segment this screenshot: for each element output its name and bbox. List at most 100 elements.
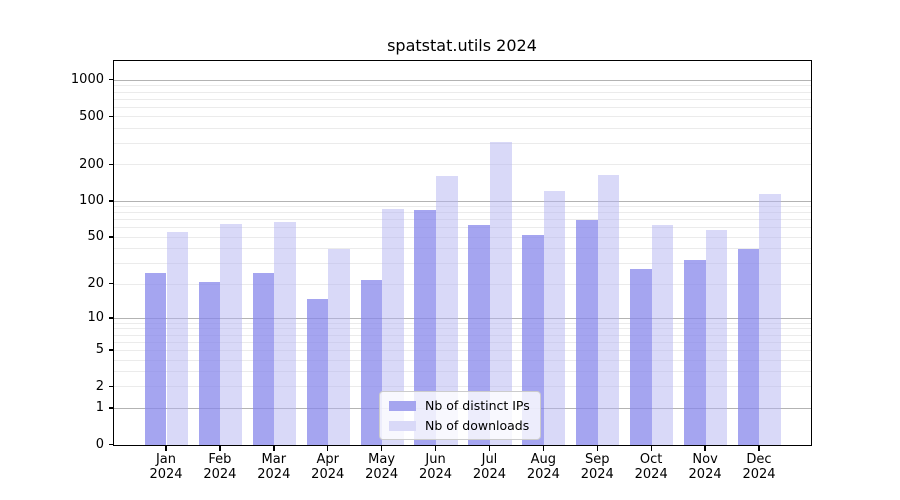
y-tick-mark: [108, 236, 113, 238]
x-tick-mark: [596, 446, 598, 451]
bar-ips-nov: [683, 260, 706, 445]
y-tick-label: 500: [79, 108, 104, 124]
major-gridline: [114, 79, 811, 81]
x-tick-year: 2024: [203, 467, 237, 482]
legend: Nb of distinct IPs Nb of downloads: [379, 391, 541, 440]
x-tick-label-jun: Jun 2024: [404, 452, 468, 482]
y-tick-label: 0: [95, 437, 104, 452]
x-tick-mark: [488, 446, 491, 451]
x-tick-month: Feb: [208, 452, 232, 467]
x-tick-mark: [542, 446, 545, 451]
y-tick-label: 50: [87, 229, 104, 245]
x-tick-label-aug: Aug 2024: [511, 452, 575, 482]
bar-ips-mar: [252, 273, 275, 445]
minor-gridline: [114, 328, 811, 330]
bar-downloads-oct: [651, 224, 674, 445]
x-tick-label-nov: Nov 2024: [673, 452, 737, 482]
x-tick-label-sep: Sep 2024: [565, 452, 629, 482]
legend-swatch-ips-icon: [389, 400, 416, 411]
bar-ips-oct: [630, 269, 652, 445]
y-tick-mark: [108, 317, 113, 319]
x-tick-month: Nov: [692, 452, 718, 467]
bar-downloads-mar: [274, 222, 296, 445]
y-tick-mark: [108, 283, 113, 285]
y-tick-label: 10: [87, 310, 104, 326]
minor-gridline: [114, 283, 811, 285]
minor-gridline: [114, 128, 811, 130]
minor-gridline: [114, 371, 811, 373]
x-tick-month: Dec: [746, 452, 772, 467]
x-tick-year: 2024: [634, 467, 668, 482]
x-tick-label-mar: Mar 2024: [242, 452, 306, 482]
y-tick-label: 200: [79, 156, 104, 172]
bars-layer: [114, 61, 811, 445]
y-tick-mark: [108, 115, 113, 117]
bar-ips-sep: [576, 219, 598, 445]
x-tick-year: 2024: [688, 467, 722, 482]
y-tick-label: 1: [95, 400, 104, 416]
x-tick-label-may: May 2024: [350, 452, 414, 482]
minor-gridline: [114, 206, 811, 208]
x-tick-mark: [165, 446, 167, 451]
bar-downloads-apr: [328, 248, 350, 445]
gridlines-layer: [114, 61, 811, 445]
x-tick-year: 2024: [257, 467, 291, 482]
x-tick-month: Oct: [639, 452, 663, 467]
x-tick-year: 2024: [472, 467, 506, 482]
bar-ips-jun: [414, 209, 437, 445]
minor-gridline: [114, 164, 811, 166]
y-tick-mark: [108, 385, 113, 388]
minor-gridline: [114, 98, 811, 100]
minor-gridline: [114, 386, 811, 388]
x-tick-month: Mar: [261, 452, 287, 467]
legend-item-downloads: Nb of downloads: [389, 418, 530, 433]
y-tick-mark: [108, 79, 113, 81]
bar-downloads-aug: [543, 190, 566, 445]
x-tick-label-dec: Dec 2024: [727, 452, 791, 482]
x-tick-label-apr: Apr 2024: [296, 452, 360, 482]
y-tick-mark: [108, 200, 113, 202]
bar-ips-may: [360, 279, 383, 445]
chart-title: spatstat.utils 2024: [387, 36, 537, 55]
x-tick-year: 2024: [742, 467, 776, 482]
y-tick-label: 1000: [70, 72, 104, 88]
minor-gridline: [114, 322, 811, 324]
minor-gridline: [114, 227, 811, 229]
bar-ips-dec: [737, 248, 760, 445]
x-tick-month: Sep: [585, 452, 610, 467]
minor-gridline: [114, 263, 811, 265]
x-tick-month: Aug: [530, 452, 557, 467]
minor-gridline: [114, 106, 811, 108]
x-tick-year: 2024: [580, 467, 614, 482]
bar-downloads-sep: [597, 175, 620, 445]
bar-ips-feb: [198, 281, 221, 445]
x-tick-label-jan: Jan 2024: [134, 452, 198, 482]
minor-gridline: [114, 334, 811, 336]
minor-gridline: [114, 212, 811, 214]
legend-item-ips: Nb of distinct IPs: [389, 398, 530, 413]
minor-gridline: [114, 248, 811, 250]
x-tick-mark: [273, 446, 275, 451]
minor-gridline: [114, 219, 811, 221]
y-tick-label: 100: [79, 193, 104, 209]
y-tick-mark: [108, 443, 113, 446]
bar-downloads-may: [382, 208, 404, 445]
minor-gridline: [114, 349, 811, 351]
x-tick-year: 2024: [526, 467, 560, 482]
bar-downloads-jul: [489, 142, 512, 445]
bar-downloads-jun: [436, 176, 458, 445]
minor-gridline: [114, 85, 811, 87]
y-tick-mark: [108, 163, 113, 166]
minor-gridline: [114, 143, 811, 145]
minor-gridline: [114, 236, 811, 238]
x-tick-year: 2024: [365, 467, 399, 482]
x-tick-month: Jun: [425, 452, 446, 467]
x-tick-mark: [381, 446, 383, 451]
x-tick-mark: [704, 446, 706, 451]
y-tick-label: 5: [95, 342, 104, 358]
legend-swatch-downloads-icon: [389, 420, 416, 431]
bar-downloads-jan: [166, 231, 189, 445]
bar-downloads-dec: [759, 193, 782, 445]
x-tick-month: Apr: [316, 452, 339, 467]
